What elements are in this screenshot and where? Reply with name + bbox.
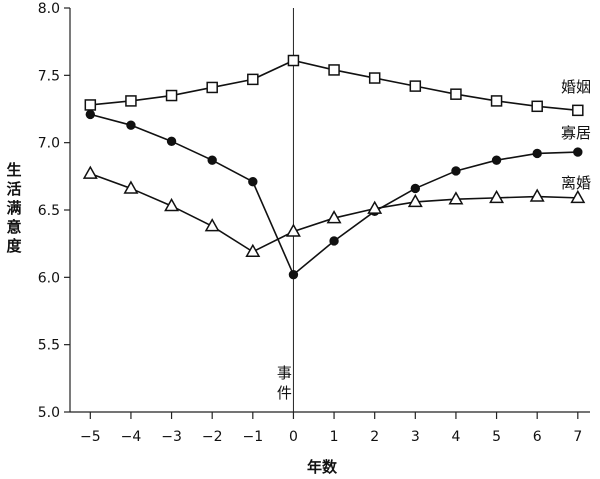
square-marker: [409, 80, 422, 92]
y-tick-label: 5.0: [38, 405, 60, 421]
triangle-marker: [204, 218, 220, 232]
x-tick-label: −4: [121, 429, 142, 445]
y-axis-title-char: 生: [6, 161, 21, 179]
series-line: [90, 113, 578, 276]
x-tick-label: 3: [411, 429, 420, 445]
x-tick-label: −2: [202, 429, 223, 445]
series-label-square: 婚姻: [561, 78, 591, 96]
x-tick-label: 2: [370, 429, 379, 445]
x-tick-label: −5: [80, 429, 101, 445]
circle-marker: [85, 109, 96, 120]
triangle-marker: [245, 243, 261, 257]
triangle-marker: [448, 191, 464, 205]
circle-marker: [410, 183, 421, 194]
circle-marker: [532, 148, 542, 159]
circle-marker: [491, 155, 502, 165]
circle-marker: [248, 177, 258, 187]
series-circle: [85, 109, 583, 280]
triangle-marker: [407, 193, 423, 208]
square-marker: [368, 72, 381, 84]
triangle-marker: [570, 189, 586, 204]
circle-marker: [573, 147, 583, 157]
y-tick-label: 5.5: [38, 338, 60, 354]
circle-marker: [451, 166, 461, 176]
triangle-marker: [285, 223, 301, 237]
series-label-circle: 寡居: [561, 124, 591, 142]
square-marker: [247, 73, 259, 86]
circle-marker: [288, 269, 299, 280]
y-tick-label: 6.0: [38, 270, 60, 286]
series-label-triangle: 离婚: [561, 174, 591, 192]
triangle-marker: [529, 188, 545, 202]
x-tick-label: 0: [289, 429, 298, 445]
square-marker: [165, 89, 178, 102]
y-axis-title-char: 意: [6, 218, 21, 236]
x-tick-label: 1: [330, 429, 339, 445]
series-triangle: [82, 165, 586, 257]
x-axis-title: 年数: [307, 458, 338, 476]
y-tick-label: 7.5: [38, 68, 60, 84]
triangle-marker: [82, 165, 98, 179]
circle-marker: [329, 236, 339, 246]
square-marker: [84, 99, 97, 111]
square-marker: [572, 104, 584, 117]
circle-marker: [207, 155, 217, 165]
square-marker: [450, 88, 462, 100]
circle-marker: [166, 136, 177, 147]
event-line-group: 事件: [277, 8, 294, 412]
event-label-char: 件: [277, 384, 292, 402]
axes: 5.0 5.5 6.0 6.5 7.0 7.5 8.0 −5 −4 −3 −2 −1 0 1 2 3 4 5 6 7 年…: [6, 1, 590, 476]
x-tick-label: −1: [242, 429, 263, 445]
x-tick-label: 5: [492, 429, 501, 445]
y-tick-label: 7.0: [38, 136, 60, 152]
triangle-marker: [326, 210, 342, 224]
event-label-char: 事: [277, 364, 292, 382]
y-axis-title-char: 度: [6, 237, 22, 255]
square-marker: [125, 95, 137, 107]
y-axis-title-char: 活: [6, 180, 21, 198]
circle-marker: [126, 120, 136, 130]
triangle-marker: [123, 180, 139, 194]
square-marker: [531, 100, 543, 113]
series-square: [84, 54, 584, 117]
x-tick-label: 4: [451, 429, 460, 445]
y-axis-title-char: 满: [6, 199, 21, 217]
square-marker: [490, 95, 503, 107]
square-marker: [287, 54, 300, 67]
triangle-marker: [489, 189, 505, 204]
y-tick-label: 8.0: [38, 1, 60, 17]
x-tick-label: −3: [161, 429, 182, 445]
triangle-marker: [367, 200, 383, 214]
x-tick-label: 6: [533, 429, 542, 445]
x-tick-label: 7: [573, 429, 582, 445]
square-marker: [328, 64, 340, 76]
triangle-marker: [164, 197, 180, 212]
y-tick-label: 6.5: [38, 203, 60, 219]
series-group: [82, 54, 586, 280]
square-marker: [206, 81, 218, 94]
